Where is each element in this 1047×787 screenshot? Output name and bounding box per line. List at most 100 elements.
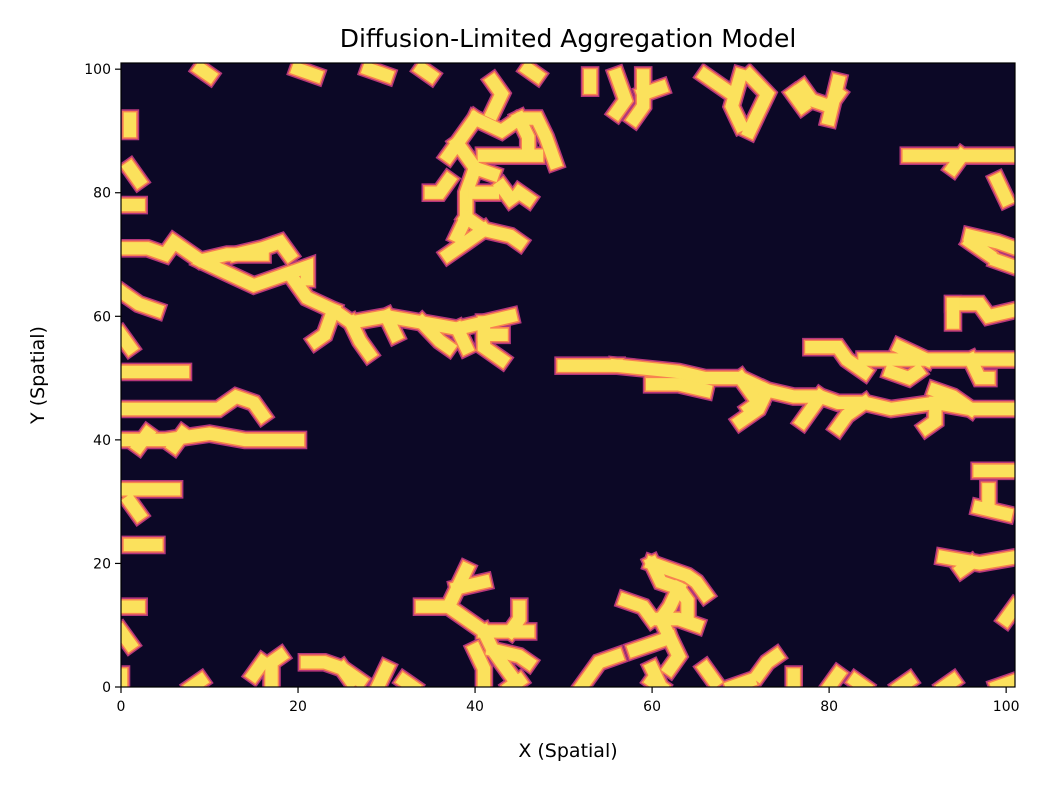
aggregate-branch-50-layer-2 (962, 351, 995, 385)
aggregate-clusters (121, 63, 1015, 687)
aggregate-branch-76-layer-2 (413, 63, 440, 85)
aggregate-branch-62-layer-2 (937, 550, 1015, 570)
y-tick-label: 100 (84, 62, 111, 78)
aggregate-branch-14-layer-2 (121, 389, 272, 424)
x-tick-label: 40 (466, 699, 484, 715)
aggregate-branch-12-layer-2 (121, 326, 139, 356)
aggregate-branch-107-layer-2 (370, 660, 395, 687)
aggregate-branch-101-layer-2 (696, 659, 723, 687)
aggregate-branch-36-layer-2 (484, 72, 509, 121)
y-tick-label: 20 (93, 556, 111, 572)
aggregate-branch-44-layer-2 (917, 396, 942, 437)
y-tick-label: 0 (102, 680, 111, 696)
aggregate-branch-4-layer-2 (307, 302, 342, 350)
x-tick-label: 100 (993, 699, 1020, 715)
plot-frame (120, 62, 1016, 688)
aggregate-branch-66-layer-2 (625, 69, 650, 128)
aggregate-branch-35-layer-2 (439, 221, 493, 264)
aggregate-branch-43-layer-2 (829, 394, 874, 437)
aggregate-branch-55-layer-2 (946, 297, 1015, 324)
aggregate-branch-87-layer-2 (449, 574, 492, 596)
aggregate-branch-63-layer-2 (953, 554, 980, 579)
aggregate-branch-103-layer-2 (723, 672, 758, 687)
x-tick-label: 80 (820, 699, 838, 715)
x-axis: 0 20 40 60 80 100 (117, 687, 1020, 715)
aggregate-branch-74-layer-2 (785, 85, 812, 115)
aggregate-branch-28-layer-2 (448, 134, 483, 245)
aggregate-branch-17-layer-2 (165, 425, 192, 455)
aggregate-branch-73-layer-2 (821, 74, 846, 127)
aggregate-branch-108-layer-2 (245, 653, 272, 684)
aggregate-branch-30-layer-2 (467, 160, 501, 183)
aggregate-branch-16-layer-2 (130, 425, 157, 455)
aggregate-branch-19-layer-2 (121, 493, 148, 523)
aggregate-branch-34-layer-2 (457, 208, 528, 251)
aggregate-branch-90-layer-2 (485, 642, 537, 671)
aggregate-branch-104-layer-2 (265, 647, 289, 687)
aggregate-branch-41-layer-2 (731, 382, 776, 430)
aggregate-branch-75-layer-2 (290, 63, 324, 84)
aggregate-branch-109-layer-2 (395, 672, 422, 687)
aggregate-branch-114-layer-2 (891, 672, 918, 687)
aggregate-branch-29-layer-2 (424, 171, 458, 199)
aggregate-branch-88-layer-2 (501, 600, 526, 641)
aggregate-branch-54-layer-2 (962, 233, 998, 264)
aggregate-branch-78-layer-2 (192, 63, 219, 85)
aggregate-branch-79-layer-2 (360, 63, 395, 84)
aggregate-branch-52-layer-2 (944, 147, 971, 177)
aggregate-branch-106-layer-2 (333, 659, 360, 687)
aggregate-branch-11-layer-2 (121, 284, 165, 318)
aggregate-branch-25-layer-2 (511, 110, 535, 156)
aggregate-branch-2-layer-2 (228, 234, 298, 264)
aggregate-branch-99-layer-2 (573, 648, 625, 687)
aggregate-branch-42-layer-2 (793, 387, 829, 430)
aggregate-branch-96-layer-2 (617, 592, 661, 628)
y-tick-label: 80 (93, 186, 111, 202)
aggregate-branch-45-layer-2 (927, 382, 980, 418)
aggregate-branch-57-layer-2 (989, 172, 1015, 208)
aggregate-branch-69-layer-2 (725, 67, 749, 134)
aggregate-branch-33-layer-2 (510, 184, 537, 208)
aggregate-branch-22-layer-2 (121, 622, 139, 653)
aggregate-branch-64-layer-2 (997, 598, 1015, 628)
aggregate-branch-5-layer-2 (342, 314, 378, 363)
aggregate-branch-93-layer-2 (644, 555, 714, 603)
aggregate-branch-39-layer-2 (645, 378, 713, 398)
aggregate-branch-71-layer-2 (696, 66, 741, 103)
aggregate-branch-24-layer-2 (466, 110, 563, 170)
aggregate-branch-67-layer-2 (635, 79, 669, 102)
aggregate-branch-91-layer-2 (466, 641, 491, 687)
x-axis-label: X (Spatial) (518, 740, 617, 762)
aggregate-branch-110-layer-2 (501, 672, 528, 687)
aggregate-branch-113-layer-2 (847, 672, 874, 687)
aggregate-branch-77-layer-2 (519, 63, 546, 85)
x-tick-label: 0 (117, 699, 126, 715)
x-tick-label: 60 (643, 699, 661, 715)
aggregate-branch-7-layer-2 (413, 313, 458, 356)
aggregate-branch-49-layer-2 (883, 363, 927, 386)
x-tick-label: 20 (289, 699, 307, 715)
aggregate-branch-0-layer-2 (121, 233, 269, 268)
aggregate-branch-48-layer-2 (891, 338, 935, 368)
y-axis: 0 20 40 60 80 100 (84, 62, 121, 696)
aggregate-branch-116-layer-2 (989, 674, 1015, 687)
y-axis-label: Y (Spatial) (27, 326, 49, 425)
aggregate-branch-61-layer-2 (972, 500, 1014, 522)
aggregate-branch-115-layer-2 (935, 672, 962, 687)
aggregate-branch-46-layer-2 (805, 341, 874, 381)
aggregate-branch-8-layer-2 (449, 320, 475, 356)
chart-title: Diffusion-Limited Aggregation Model (340, 24, 797, 53)
aggregate-branch-6-layer-2 (378, 308, 404, 344)
aggregate-branch-58-layer-2 (989, 252, 1015, 274)
aggregate-branch-94-layer-2 (653, 579, 687, 678)
y-tick-label: 40 (93, 433, 111, 449)
aggregate-branch-100-layer-2 (643, 672, 670, 687)
aggregate-branch-3-layer-2 (281, 258, 314, 286)
aggregate-branch-97-layer-2 (626, 629, 678, 658)
aggregate-branch-32-layer-2 (492, 177, 520, 208)
aggregate-branch-117-layer-2 (183, 672, 210, 687)
y-tick-label: 60 (93, 309, 111, 325)
aggregate-branch-70-layer-2 (740, 66, 775, 140)
aggregate-branch-102-layer-2 (749, 647, 785, 684)
